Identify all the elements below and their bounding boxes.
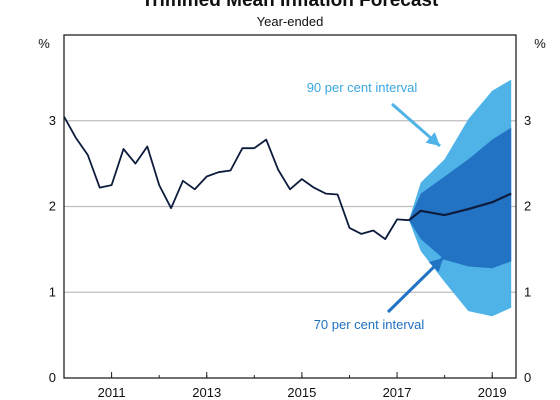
ytick-right-label-2: 2 (524, 199, 531, 214)
xtick-label-2: 2015 (287, 385, 316, 400)
annotation-70-per-cent: 70 per cent interval (314, 317, 425, 332)
history-line (63, 116, 409, 241)
xtick-label-4: 2019 (478, 385, 507, 400)
plot-frame (63, 34, 517, 379)
ytick-right-label-1: 1 (524, 284, 531, 299)
arrow-head (428, 258, 443, 273)
arrow-head (425, 132, 440, 146)
ytick-left-label-1: 1 (49, 284, 56, 299)
arrow-70-per-cent (386, 256, 445, 314)
xtick-label-3: 2017 (383, 385, 412, 400)
ytick-right-label-3: 3 (524, 113, 531, 128)
band-70-per-cent (408, 127, 512, 269)
y-axis-left-unit: % (38, 36, 50, 51)
annotation-90-per-cent: 90 per cent interval (307, 80, 418, 95)
y-axis-right: 0 1 2 3 (524, 113, 531, 385)
y-axis-right-unit: % (534, 36, 546, 51)
arrow-90-per-cent (391, 102, 441, 148)
ytick-left-label-0: 0 (49, 370, 56, 385)
xtick-label-1: 2013 (192, 385, 221, 400)
chart-subtitle: Year-ended (257, 14, 324, 29)
y-axis-left: 0 1 2 3 (49, 113, 56, 385)
ytick-right-label-0: 0 (524, 370, 531, 385)
forecast-line (408, 192, 512, 222)
chart-title: Trimmed Mean Inflation Forecast (142, 0, 439, 11)
ytick-left-label-2: 2 (49, 199, 56, 214)
xtick-label-0: 2011 (98, 385, 126, 400)
x-axis: 2011 2013 2015 2017 2019 (63, 372, 507, 400)
ytick-left-label-3: 3 (49, 113, 56, 128)
